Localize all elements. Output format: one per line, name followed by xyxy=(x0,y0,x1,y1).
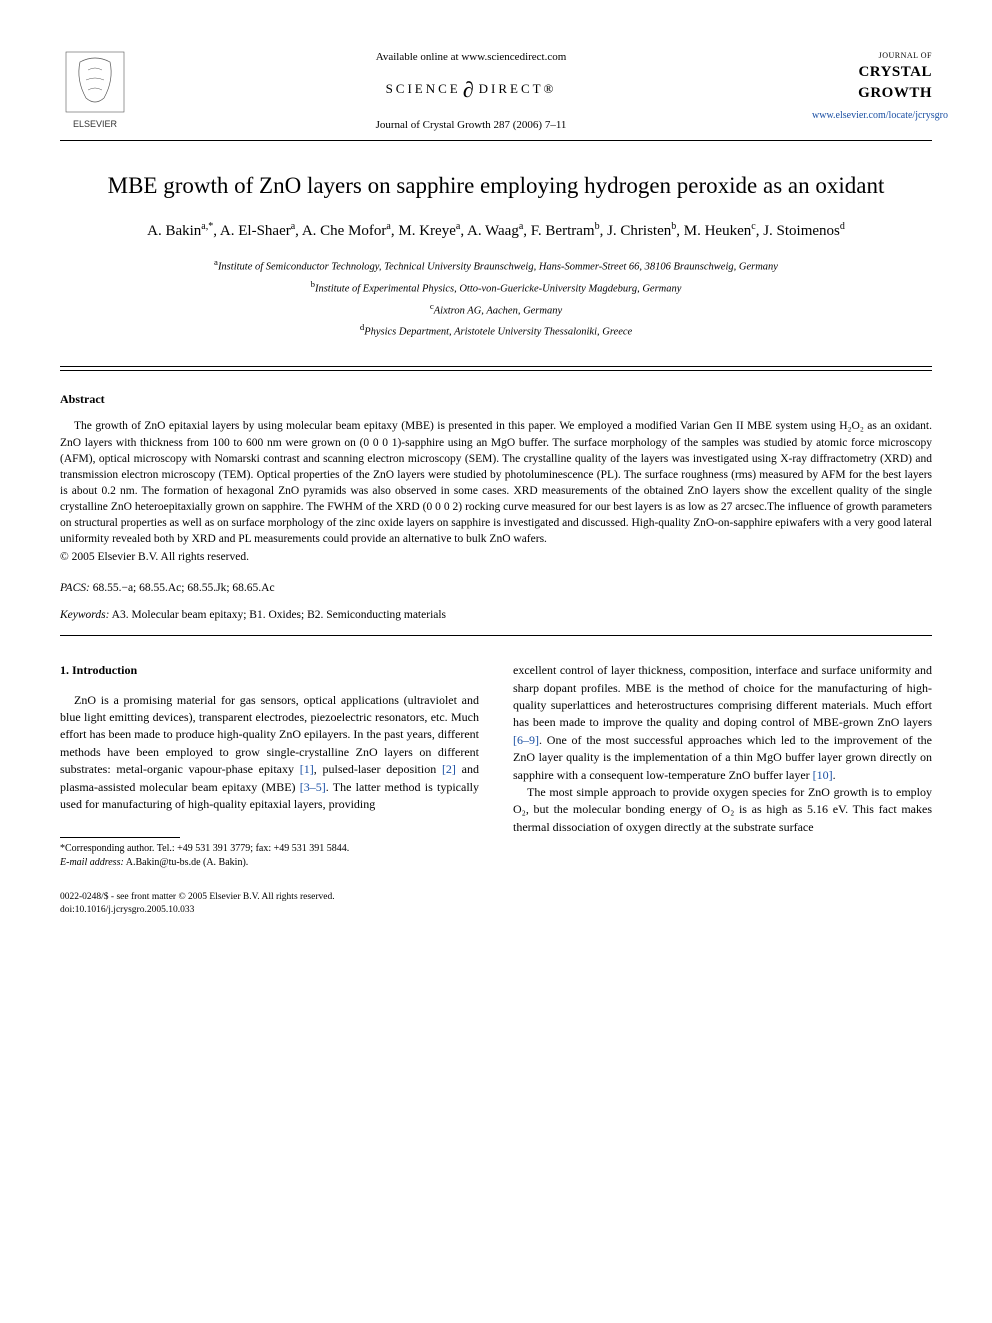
pacs-line: PACS: 68.55.−a; 68.55.Ac; 68.55.Jk; 68.6… xyxy=(60,580,932,597)
header-rule xyxy=(60,140,932,141)
ref-2[interactable]: [2] xyxy=(442,762,456,776)
page-footer: 0022-0248/$ - see front matter © 2005 El… xyxy=(60,891,479,916)
affiliation: bInstitute of Experimental Physics, Otto… xyxy=(60,278,932,297)
sd-d-icon: ∂ xyxy=(463,77,477,102)
journal-large-2: GROWTH xyxy=(812,83,932,105)
sd-word-2: DIRECT® xyxy=(479,81,557,96)
corresponding-author-footnote: *Corresponding author. Tel.: +49 531 391… xyxy=(60,842,479,869)
corr-author-line: *Corresponding author. Tel.: +49 531 391… xyxy=(60,842,479,856)
intro-col2-p2: The most simple approach to provide oxyg… xyxy=(513,784,932,836)
footnote-rule xyxy=(60,837,180,838)
ref-6-9[interactable]: [6–9] xyxy=(513,733,539,747)
svg-text:ELSEVIER: ELSEVIER xyxy=(73,119,118,129)
email-line: E-mail address: A.Bakin@tu-bs.de (A. Bak… xyxy=(60,856,479,870)
ref-1[interactable]: [1] xyxy=(300,762,314,776)
journal-large-1: CRYSTAL xyxy=(812,62,932,84)
citation-line: Journal of Crystal Growth 287 (2006) 7–1… xyxy=(130,118,812,134)
journal-logo: JOURNAL OF CRYSTAL GROWTH www.elsevier.c… xyxy=(812,50,932,124)
keywords-line: Keywords: A3. Molecular beam epitaxy; B1… xyxy=(60,607,932,624)
footer-issn: 0022-0248/$ - see front matter © 2005 El… xyxy=(60,891,479,903)
abstract-body: The growth of ZnO epitaxial layers by us… xyxy=(60,418,932,547)
keywords-label: Keywords: xyxy=(60,609,109,621)
page-header: ELSEVIER Available online at www.science… xyxy=(60,50,932,134)
abstract-rule-bottom xyxy=(60,635,932,636)
journal-small-label: JOURNAL OF xyxy=(812,50,932,62)
affiliation: aInstitute of Semiconductor Technology, … xyxy=(60,256,932,275)
intro-heading: 1. Introduction xyxy=(60,662,479,679)
abstract-rule-top-1 xyxy=(60,366,932,367)
intro-col2-p1: excellent control of layer thickness, co… xyxy=(513,662,932,784)
elsevier-logo: ELSEVIER xyxy=(60,50,130,130)
journal-link[interactable]: www.elsevier.com/locate/jcrysgro xyxy=(812,109,932,124)
pacs-value: 68.55.−a; 68.55.Ac; 68.55.Jk; 68.65.Ac xyxy=(90,582,275,594)
abstract-rule-top-2 xyxy=(60,370,932,371)
ref-10[interactable]: [10] xyxy=(813,768,833,782)
affiliation: dPhysics Department, Aristotele Universi… xyxy=(60,321,932,340)
sd-word-1: SCIENCE xyxy=(386,81,461,96)
column-left: 1. Introduction ZnO is a promising mater… xyxy=(60,662,479,916)
available-online-text: Available online at www.sciencedirect.co… xyxy=(130,50,812,66)
ref-3-5[interactable]: [3–5] xyxy=(300,780,326,794)
article-title: MBE growth of ZnO layers on sapphire emp… xyxy=(100,171,892,201)
affiliation-list: aInstitute of Semiconductor Technology, … xyxy=(60,256,932,340)
email-address[interactable]: A.Bakin@tu-bs.de (A. Bakin). xyxy=(124,857,248,868)
column-right: excellent control of layer thickness, co… xyxy=(513,662,932,916)
abstract-heading: Abstract xyxy=(60,391,932,408)
abstract-text: The growth of ZnO epitaxial layers by us… xyxy=(60,418,932,547)
copyright-line: © 2005 Elsevier B.V. All rights reserved… xyxy=(60,549,932,566)
keywords-value: A3. Molecular beam epitaxy; B1. Oxides; … xyxy=(109,609,446,621)
pacs-label: PACS: xyxy=(60,582,90,594)
body-columns: 1. Introduction ZnO is a promising mater… xyxy=(60,662,932,916)
intro-col1-p1: ZnO is a promising material for gas sens… xyxy=(60,692,479,814)
affiliation: cAixtron AG, Aachen, Germany xyxy=(60,300,932,319)
sciencedirect-logo: SCIENCE∂DIRECT® xyxy=(386,74,557,106)
author-list: A. Bakina,*, A. El-Shaera, A. Che Mofora… xyxy=(60,219,932,243)
footer-doi: doi:10.1016/j.jcrysgro.2005.10.033 xyxy=(60,904,479,916)
email-label: E-mail address: xyxy=(60,857,124,868)
